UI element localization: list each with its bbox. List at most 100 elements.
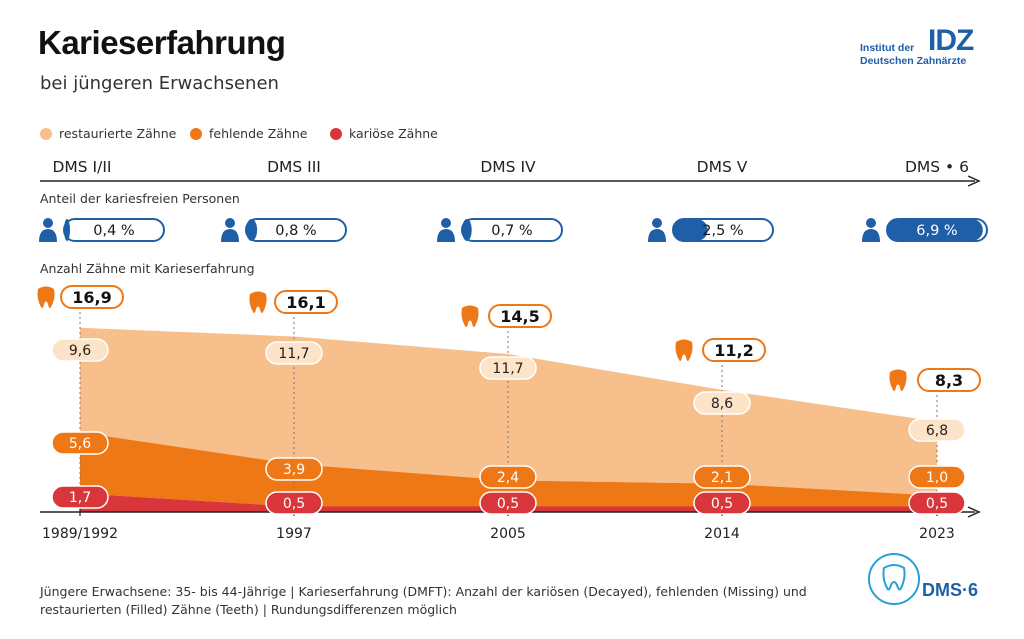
caries-free-fill: [64, 219, 70, 241]
restored-value: 11,7: [492, 361, 523, 377]
person-icon-body: [648, 229, 666, 242]
study-label: DMS III: [267, 158, 321, 176]
idz-logo-mark: IDZ: [928, 24, 974, 57]
decayed-pill: [265, 491, 323, 515]
missing-pill: [693, 465, 751, 489]
restored-pill: [908, 418, 966, 442]
section-label-caries-free: Anteil der kariesfreien Personen: [40, 191, 240, 206]
restored-value: 9,6: [69, 343, 91, 359]
restored-value: 11,7: [278, 346, 309, 362]
person-icon: [652, 218, 662, 228]
study-label: DMS IV: [480, 158, 536, 176]
chart-canvas: DMS I/II 1989/1992 DMS III 1997 DMS IV 2005 DM…: [37, 158, 988, 542]
total-badge: [917, 368, 981, 392]
legend-swatch: [190, 127, 202, 140]
total-value: 14,5: [500, 307, 539, 326]
person-icon: [866, 218, 876, 228]
missing-value: 2,1: [711, 470, 733, 486]
year-axis-arrow: [967, 506, 981, 518]
tooth-icon: [37, 286, 55, 308]
tooth-icon: [249, 291, 267, 313]
legend-swatch: [40, 127, 52, 140]
tooth-icon: [882, 564, 906, 591]
dms6-logo: DMS·6: [868, 553, 978, 605]
person-icon-body: [221, 229, 239, 242]
caries-free-indicator: 0,8 %: [221, 218, 347, 242]
person-icon-body: [862, 229, 880, 242]
study-label: DMS V: [697, 158, 748, 176]
legend-item-restored: restaurierte Zähne: [40, 126, 176, 141]
restored-pill: [265, 341, 323, 365]
caries-free-value: 6,9 %: [916, 223, 957, 239]
caries-free-indicator: 0,4 %: [39, 218, 165, 242]
restored-value: 6,8: [926, 423, 948, 439]
person-icon-body: [437, 229, 455, 242]
year-label: 2005: [490, 526, 526, 542]
decayed-pill: [51, 485, 109, 509]
year-label: 1989/1992: [42, 526, 118, 542]
study-label: DMS • 6: [905, 158, 969, 176]
total-badge: [488, 304, 552, 328]
legend-item-decayed: kariöse Zähne: [330, 126, 438, 141]
chart-subtitle: bei jüngeren Erwachsenen: [40, 73, 279, 94]
section-label-teeth: Anzahl Zähne mit Karieserfahrung: [40, 261, 255, 276]
footer-note: Jüngere Erwachsene: 35- bis 44-Jährige |…: [40, 584, 807, 617]
caries-free-fill: [887, 219, 983, 241]
tooth-icon: [889, 369, 907, 391]
decayed-pill: [479, 491, 537, 515]
caries-free-value: 0,4 %: [93, 223, 134, 239]
restored-pill: [479, 356, 537, 380]
total-value: 16,9: [72, 288, 111, 307]
person-icon: [441, 218, 451, 228]
decayed-pill: [908, 491, 966, 515]
dms6-logo-circle: [868, 553, 920, 605]
decayed-value: 1,7: [69, 490, 91, 506]
missing-pill: [908, 465, 966, 489]
legend-swatch: [330, 127, 342, 140]
idz-logo: Institut der Deutschen Zahnärzte IDZ: [860, 24, 990, 72]
year-label: 2014: [704, 526, 740, 542]
missing-pill: [51, 431, 109, 455]
decayed-value: 0,5: [711, 496, 733, 512]
caries-free-indicator: 6,9 %: [862, 218, 988, 242]
legend-item-missing: fehlende Zähne: [190, 126, 307, 141]
year-label: 1997: [276, 526, 312, 542]
person-icon: [43, 218, 53, 228]
caries-free-value: 0,7 %: [491, 223, 532, 239]
decayed-pill: [693, 491, 751, 515]
study-label: DMS I/II: [52, 158, 111, 176]
idz-logo-text: Institut der Deutschen Zahnärzte: [860, 42, 967, 67]
total-value: 16,1: [286, 293, 325, 312]
caries-free-fill: [462, 219, 472, 241]
tooth-icon: [675, 339, 693, 361]
dms6-logo-text: DMS·6: [922, 580, 978, 600]
total-badge: [274, 290, 338, 314]
chart-title: Karieserfahrung: [38, 24, 286, 61]
caries-free-fill: [246, 219, 258, 241]
missing-value: 1,0: [926, 470, 948, 486]
caries-free-indicator: 0,7 %: [437, 218, 563, 242]
caries-free-fill: [673, 219, 708, 241]
tooth-icon: [461, 305, 479, 327]
year-label: 2023: [919, 526, 955, 542]
total-value: 8,3: [935, 371, 963, 390]
decayed-value: 0,5: [283, 496, 305, 512]
restored-value: 8,6: [711, 396, 733, 412]
total-badge: [60, 285, 124, 309]
missing-pill: [265, 457, 323, 481]
caries-free-indicator: 2,5 %: [648, 218, 774, 242]
missing-value: 3,9: [283, 462, 305, 478]
restored-pill: [693, 391, 751, 415]
total-value: 11,2: [714, 341, 753, 360]
caries-free-value: 2,5 %: [702, 223, 743, 239]
decayed-value: 0,5: [497, 496, 519, 512]
total-badge: [702, 338, 766, 362]
restored-pill: [51, 338, 109, 362]
missing-pill: [479, 465, 537, 489]
missing-value: 5,6: [69, 436, 91, 452]
person-icon-body: [39, 229, 57, 242]
person-icon: [225, 218, 235, 228]
study-axis-arrow: [967, 175, 981, 187]
missing-value: 2,4: [497, 470, 519, 486]
caries-free-value: 0,8 %: [275, 223, 316, 239]
